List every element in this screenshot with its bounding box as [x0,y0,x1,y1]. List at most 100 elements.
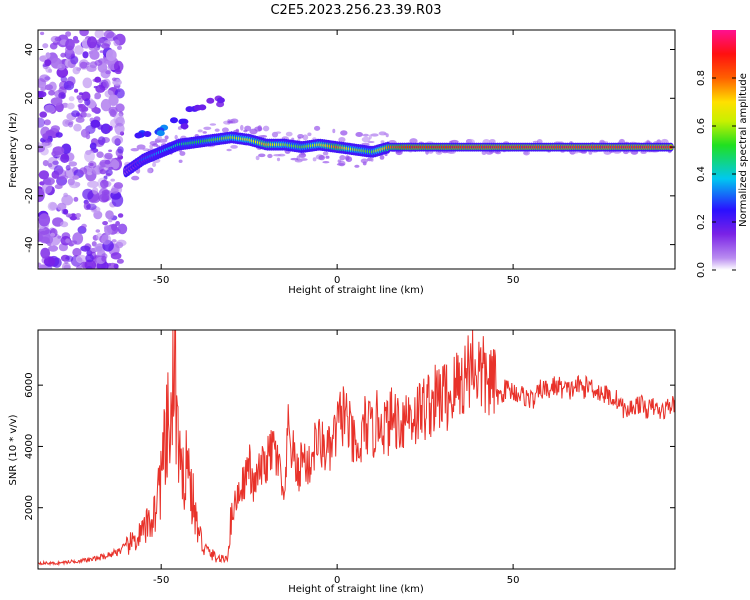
heatmap-cell [38,91,42,97]
heatmap-cell [52,146,65,156]
heatmap-cell [44,104,56,114]
heatmap-cell [298,152,307,158]
heatmap-cell [38,145,45,153]
heatmap-cell [174,134,178,140]
heatmap-cell [50,232,56,237]
heatmap-cell [50,97,63,106]
heatmap-cell [361,136,371,143]
heatmap-cell [99,169,107,175]
heatmap-cell [80,111,87,118]
heatmap-cell [111,77,117,82]
heatmap-cell [49,42,58,50]
heatmap-cell [100,123,112,135]
heatmap-cell [170,117,178,124]
heatmap-cell [72,247,82,257]
heatmap-cell [380,140,385,144]
heatmap-cell [314,125,321,131]
heatmap-cell [275,131,282,134]
heatmap-cell [38,264,48,269]
heatmap-cell [85,113,92,118]
heatmap-cell [40,87,46,91]
heatmap-cell [66,102,75,110]
heatmap-cell [48,90,56,96]
heatmap-cell [367,141,375,143]
heatmap-cell [65,31,72,37]
heatmap-cell [104,152,113,160]
heatmap-cell [164,135,169,140]
heatmap-cell [65,238,70,243]
heatmap-cell [73,123,82,132]
heatmap-cell [68,121,74,128]
heatmap-cell [131,175,140,181]
snr-frame [37,329,676,570]
heatmap-cell [64,259,69,265]
heatmap-cell [42,177,55,186]
heatmap-cell [61,194,74,206]
heatmap-cell [40,31,45,36]
heatmap-cell [85,203,97,211]
heatmap-cell [44,59,52,67]
heatmap-cell [383,132,387,136]
heatmap-cell [302,134,309,141]
heatmap-cell [111,223,118,231]
heatmap-cell [106,31,117,42]
heatmap-cell [111,135,124,145]
heatmap-cell [67,76,76,86]
heatmap-cell [82,51,89,59]
heatmap-cell [257,125,262,132]
heatmap-cell [100,43,110,49]
colorbar-ticks: 0.0 0.2 0.4 0.6 0.8 [696,70,736,278]
heatmap-cell [80,245,91,252]
heatmap-cell [68,161,78,167]
heatmap-cell [355,132,364,137]
heatmap-cell [354,164,360,168]
heatmap-cell [307,132,312,137]
heatmap-cell [203,126,212,130]
heatmap-cell [76,95,82,100]
heatmap-cell [58,92,66,100]
y-tick-label: 2000 [24,495,35,520]
heatmap-cell [114,88,125,99]
heatmap-cell [108,218,113,223]
heatmap-cell [108,94,119,106]
colorbar-tick-label: 0.2 [696,214,707,230]
spectrum-x-axis-label: Height of straight line (km) [288,285,424,296]
heatmap-cell [114,122,125,135]
heatmap-cell [54,184,63,190]
heatmap-cell [98,79,109,91]
snr-x-axis-label: Height of straight line (km) [288,584,424,595]
heatmap-cell [42,133,49,140]
heatmap-cell [240,124,244,131]
heatmap-cell [38,196,43,202]
heatmap-cell [197,129,203,133]
heatmap-cell [42,160,49,167]
colorbar-tick-label: 0.8 [696,70,707,86]
heatmap-cell [75,213,82,218]
heatmap-cell [84,150,95,163]
heatmap-cell [216,97,225,104]
x-tick-label: 0 [334,575,340,586]
y-tick-label: -20 [24,188,35,204]
heatmap-cell [94,76,102,83]
heatmap-cell [495,151,501,155]
heatmap-cell [76,265,82,269]
heatmap-cell [115,221,120,226]
heatmap-cell [86,266,93,269]
heatmap-cell [108,166,114,171]
heatmap-cell [99,50,104,53]
heatmap-cell [63,192,68,198]
heatmap-cell [79,61,88,69]
heatmap-cell [89,142,97,150]
heatmap-cell [61,262,71,269]
heatmap-cell [87,180,99,188]
heatmap-cell [85,254,94,263]
heatmap-cell [80,261,88,268]
heatmap-cell [117,223,128,235]
heatmap-cell [38,170,50,180]
heatmap-cell [81,223,87,229]
heatmap-cell [409,138,418,144]
heatmap-cell [98,187,110,201]
heatmap-cell [318,155,326,161]
heatmap-cell [79,167,88,175]
